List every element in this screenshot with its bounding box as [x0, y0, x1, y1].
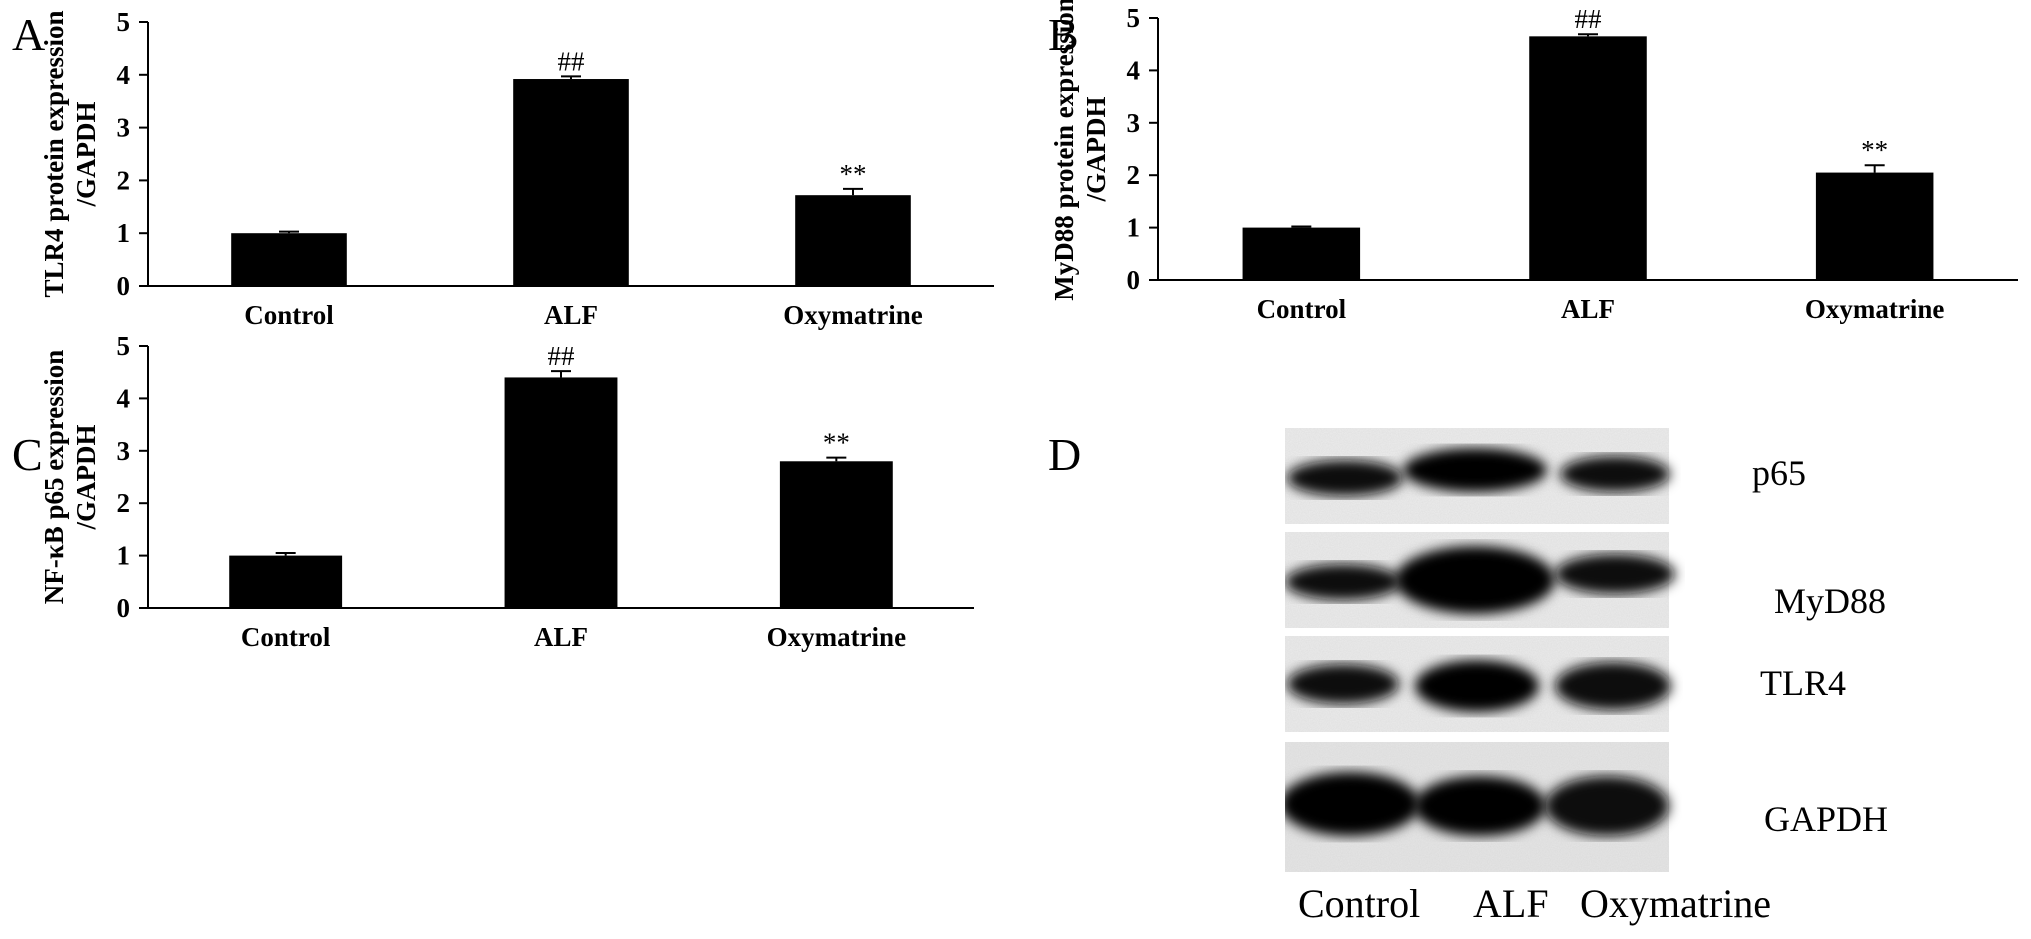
y-tick-label: 2	[1127, 160, 1141, 190]
y-tick-label: 3	[1127, 108, 1141, 138]
y-axis-label: MyD88 protein expression/GAPDH	[1049, 0, 1111, 301]
bar-alf	[1529, 36, 1647, 281]
band-label-p65: p65	[1752, 453, 1806, 493]
x-tick-label: Control	[1257, 294, 1347, 324]
x-tick-label: Oxymatrine	[783, 300, 922, 330]
blot-strip-tlr4	[1285, 636, 1671, 732]
x-tick-label: ALF	[534, 622, 588, 652]
band-label-gapdh: GAPDH	[1764, 799, 1889, 839]
significance-label: ##	[558, 46, 586, 76]
y-axis-label-line: TLR4 protein expression	[39, 10, 69, 297]
x-tick-label: Control	[244, 300, 334, 330]
plot-area: 0 1 2 3 4 5 NF-κB p65 expression/GAPDH Control #…	[39, 331, 974, 652]
chart-nfkb-p65: 0 1 2 3 4 5 NF-κB p65 expression/GAPDH Control #…	[39, 331, 974, 652]
x-tick-label: ALF	[544, 300, 598, 330]
lane-label-control: Control	[1298, 881, 1421, 926]
y-tick-label: 4	[117, 383, 131, 413]
bar-oxymatrine	[779, 461, 893, 608]
bar-control	[229, 555, 343, 608]
panel-letter-b: B	[1048, 9, 1079, 60]
chart-tlr4: 0 1 2 3 4 5 TLR4 protein expression/GAPDH Contr…	[39, 7, 994, 330]
y-axis-label-line: NF-κB p65 expression	[39, 350, 69, 605]
y-tick-label: 2	[117, 165, 131, 195]
bar-control	[231, 233, 347, 286]
y-axis-label: TLR4 protein expression/GAPDH	[39, 10, 101, 297]
y-tick-label: 4	[117, 60, 131, 90]
bar-alf	[513, 79, 629, 286]
bar-oxymatrine	[795, 195, 911, 286]
blot-strip-p65	[1285, 428, 1670, 524]
panel-letter-c: C	[12, 429, 43, 480]
blot-image	[1285, 428, 1675, 872]
y-tick-label: 0	[1127, 265, 1141, 295]
y-tick-label: 3	[117, 436, 131, 466]
y-axis-label-line: /GAPDH	[1081, 97, 1111, 203]
y-tick-label: 5	[1127, 3, 1141, 33]
lane-label-alf: ALF	[1473, 881, 1549, 926]
significance-label: **	[840, 159, 867, 189]
band-label-myd88: MyD88	[1774, 581, 1887, 621]
y-axis-label-line: MyD88 protein expression	[1049, 0, 1079, 301]
y-tick-label: 1	[117, 218, 131, 248]
bar-oxymatrine	[1815, 172, 1934, 280]
plot-area: 0 1 2 3 4 5 MyD88 protein expression/GAPDH Cont…	[1049, 0, 2018, 324]
blot-strip-myd88	[1285, 532, 1675, 628]
blot-strip-gapdh	[1285, 742, 1669, 872]
x-tick-label: Control	[241, 622, 331, 652]
y-axis-label-line: /GAPDH	[71, 102, 101, 208]
y-tick-label: 0	[117, 593, 131, 623]
significance-label: **	[1861, 135, 1888, 165]
significance-label: ##	[1575, 4, 1603, 34]
plot-area: 0 1 2 3 4 5 TLR4 protein expression/GAPDH Contr…	[39, 7, 994, 330]
y-tick-label: 0	[117, 271, 131, 301]
y-axis-label-line: /GAPDH	[71, 425, 101, 531]
x-tick-label: Oxymatrine	[1805, 294, 1944, 324]
panel-letter-d: D	[1048, 429, 1082, 480]
y-tick-label: 2	[117, 488, 131, 518]
y-tick-label: 5	[117, 7, 131, 37]
y-tick-label: 5	[117, 331, 131, 361]
band-label-tlr4: TLR4	[1760, 663, 1846, 703]
y-tick-label: 1	[1127, 213, 1141, 243]
chart-myd88: 0 1 2 3 4 5 MyD88 protein expression/GAPDH Cont…	[1049, 0, 2018, 324]
y-tick-label: 3	[117, 113, 131, 143]
significance-label: **	[823, 428, 850, 458]
y-tick-label: 1	[117, 541, 131, 571]
y-axis-label: NF-κB p65 expression/GAPDH	[39, 350, 101, 605]
bar-control	[1242, 227, 1361, 280]
x-tick-label: Oxymatrine	[767, 622, 906, 652]
panel-letter-a: A	[12, 9, 46, 60]
bar-alf	[504, 377, 618, 608]
lane-label-oxymatrine: Oxymatrine	[1580, 881, 1772, 926]
significance-label: ##	[548, 341, 576, 371]
x-tick-label: ALF	[1561, 294, 1615, 324]
y-tick-label: 4	[1127, 55, 1141, 85]
